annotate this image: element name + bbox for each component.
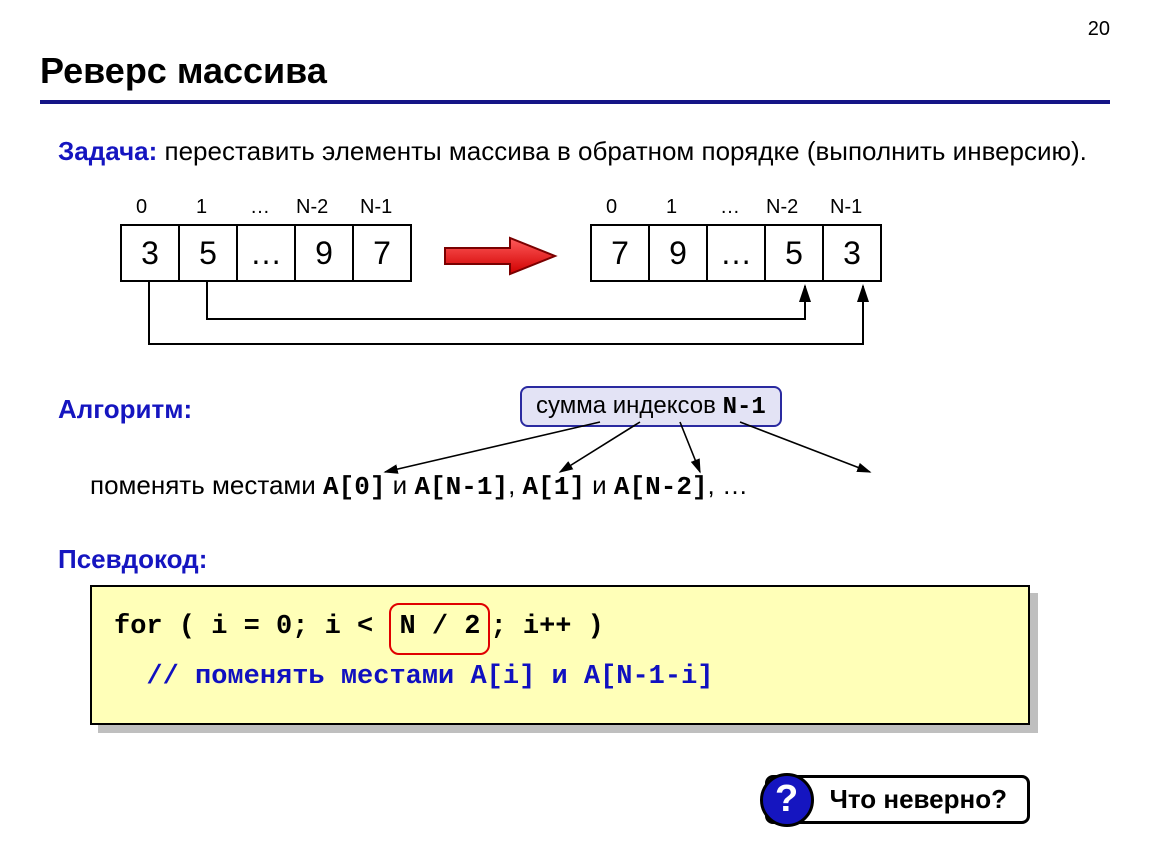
idx: 0: [136, 196, 147, 219]
idx: 1: [196, 196, 207, 219]
algo-a0: A[0]: [323, 472, 385, 502]
task-label: Задача:: [58, 136, 157, 166]
page-title: Реверс массива: [40, 50, 1110, 92]
cell: 7: [353, 225, 411, 281]
code-line-2: // поменять местами A[i] и A[N-1-i]: [114, 655, 1006, 701]
idx: N-1: [360, 196, 392, 219]
code-block: for ( i = 0; i < N / 2; i++ ) // поменят…: [90, 585, 1030, 725]
cell: 9: [649, 225, 707, 281]
algo-a1: A[1]: [523, 472, 585, 502]
algo-an2: A[N-2]: [614, 472, 708, 502]
array-diagram: 0 1 … N-2 N-1 3 5 … 9 7: [100, 194, 1110, 364]
array-left: 3 5 … 9 7: [120, 224, 412, 282]
question-mark-icon: ?: [760, 773, 814, 827]
algorithm-text: поменять местами A[0] и A[N-1], A[1] и A…: [90, 470, 748, 502]
array-right: 7 9 … 5 3: [590, 224, 882, 282]
sum-index-badge: сумма индексов N-1: [520, 386, 782, 427]
cell: 5: [179, 225, 237, 281]
algo-suffix: , …: [708, 470, 748, 500]
algo-and2: и: [585, 470, 614, 500]
code-line-1: for ( i = 0; i < N / 2; i++ ): [114, 603, 1006, 655]
idx: N-2: [766, 196, 798, 219]
cell: …: [237, 225, 295, 281]
idx: …: [250, 196, 270, 219]
cell: 5: [765, 225, 823, 281]
task-paragraph: Задача: переставить элементы массива в о…: [58, 134, 1110, 169]
algo-prefix: поменять местами: [90, 470, 323, 500]
cell: …: [707, 225, 765, 281]
question-bubble: ? Что неверно?: [765, 775, 1030, 824]
code-l1b: ; i++ ): [490, 612, 603, 642]
algo-an1: A[N-1]: [414, 472, 508, 502]
cell: 3: [121, 225, 179, 281]
question-text: Что неверно?: [830, 784, 1007, 814]
pseudocode-label: Псевдокод:: [58, 544, 1110, 575]
idx: N-1: [830, 196, 862, 219]
idx: 1: [666, 196, 677, 219]
cell: 7: [591, 225, 649, 281]
title-divider: [40, 100, 1110, 104]
badge-text: сумма индексов: [536, 392, 723, 419]
cell: 3: [823, 225, 881, 281]
algo-and1: и: [385, 470, 414, 500]
n-over-2-highlight: N / 2: [389, 603, 490, 655]
idx: N-2: [296, 196, 328, 219]
task-text: переставить элементы массива в обратном …: [157, 136, 1087, 166]
page-number: 20: [1088, 18, 1110, 41]
algorithm-section: Алгоритм: сумма индексов N-1 поменять ме…: [40, 394, 1110, 514]
cell: 9: [295, 225, 353, 281]
algo-sep1: ,: [508, 470, 522, 500]
code-l1a: for ( i = 0; i <: [114, 612, 389, 642]
idx: …: [720, 196, 740, 219]
transform-arrow-icon: [440, 236, 560, 276]
idx: 0: [606, 196, 617, 219]
badge-code: N-1: [723, 394, 766, 421]
